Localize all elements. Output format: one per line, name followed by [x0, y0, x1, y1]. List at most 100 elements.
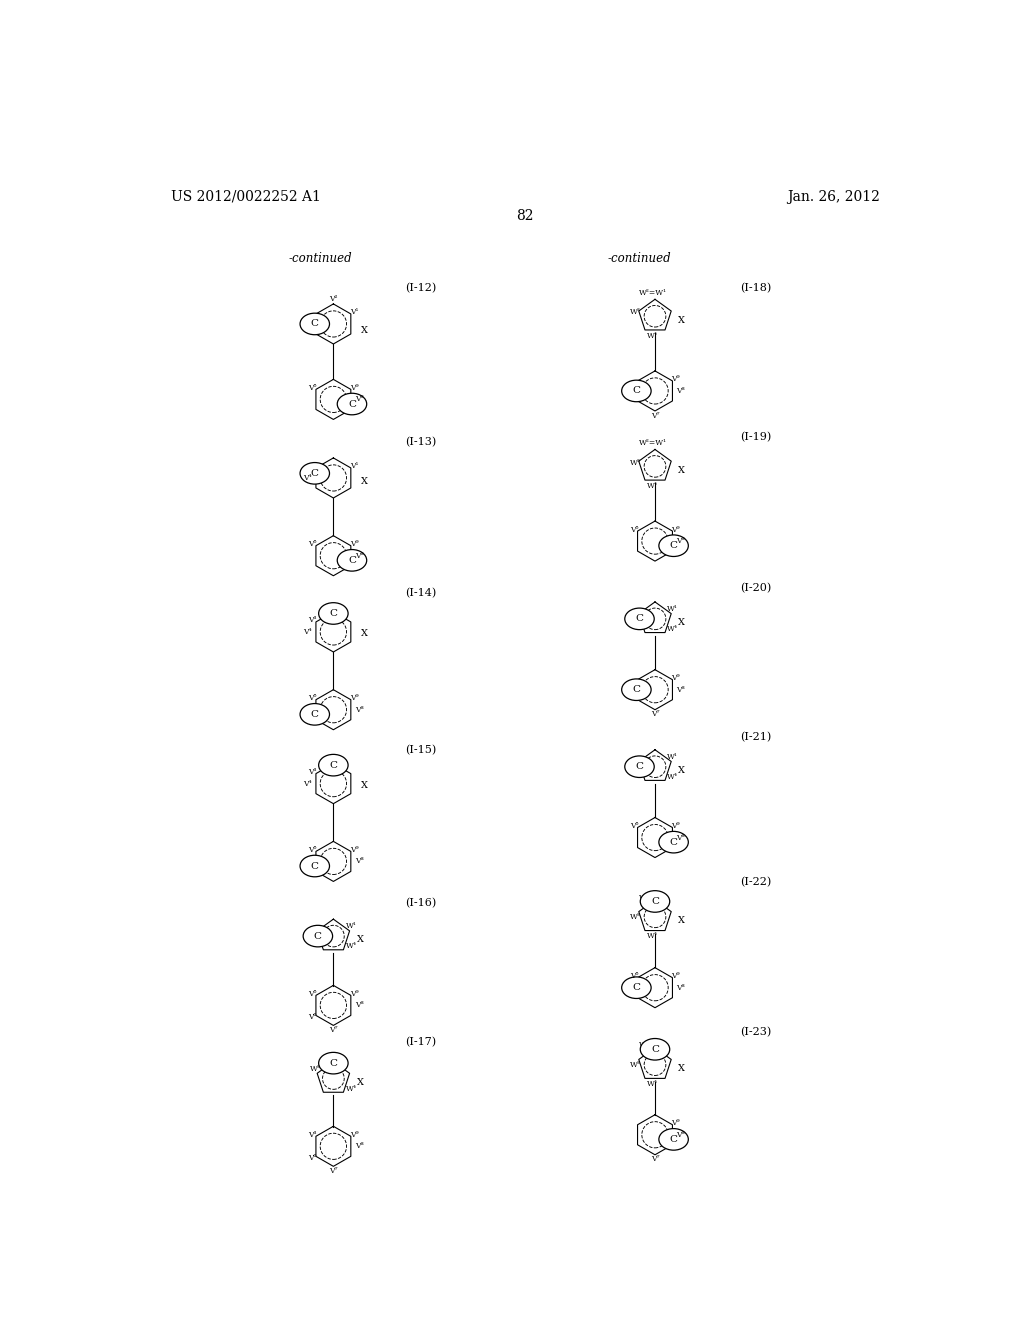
Ellipse shape — [622, 380, 651, 401]
Text: W⁴: W⁴ — [346, 942, 356, 950]
Text: W⁴: W⁴ — [346, 1085, 356, 1093]
Text: Jan. 26, 2012: Jan. 26, 2012 — [786, 190, 880, 203]
Text: X: X — [678, 618, 685, 627]
Text: W¹: W¹ — [668, 752, 678, 760]
Text: V⁸: V⁸ — [354, 552, 364, 560]
Text: W²=W¹: W²=W¹ — [639, 289, 668, 297]
Ellipse shape — [622, 977, 651, 998]
Text: V⁵: V⁵ — [308, 540, 317, 548]
Text: (I-14): (I-14) — [406, 589, 436, 598]
Text: V²: V² — [329, 296, 338, 304]
Ellipse shape — [658, 1129, 688, 1150]
Text: V⁸: V⁸ — [354, 1002, 364, 1010]
Text: X: X — [678, 766, 685, 775]
Text: C: C — [636, 614, 643, 623]
Text: X: X — [361, 780, 369, 789]
Text: C: C — [670, 838, 678, 846]
Ellipse shape — [300, 855, 330, 876]
Text: C: C — [310, 469, 318, 478]
Ellipse shape — [318, 1052, 348, 1074]
Text: C: C — [348, 400, 356, 408]
Text: C: C — [330, 760, 337, 770]
Text: V⁸: V⁸ — [354, 396, 364, 404]
Text: W⁴: W⁴ — [668, 624, 678, 632]
Text: V⁹: V⁹ — [349, 1131, 358, 1139]
Text: V⁷: V⁷ — [650, 1155, 659, 1163]
Text: (I-12): (I-12) — [406, 282, 436, 293]
Text: V⁵: V⁵ — [308, 846, 317, 854]
Text: X: X — [361, 630, 369, 638]
Text: V⁵: V⁵ — [630, 822, 639, 830]
Text: V⁸: V⁸ — [676, 833, 685, 842]
Text: C: C — [348, 556, 356, 565]
Text: V⁹: V⁹ — [349, 384, 358, 392]
Text: V⁹: V⁹ — [349, 990, 358, 998]
Text: V⁹: V⁹ — [672, 525, 680, 533]
Text: C: C — [633, 983, 640, 993]
Text: W⁴: W⁴ — [647, 932, 658, 940]
Text: V¹: V¹ — [349, 309, 358, 317]
Ellipse shape — [318, 755, 348, 776]
Text: V⁹: V⁹ — [672, 1119, 680, 1127]
Text: V⁸: V⁸ — [676, 685, 685, 694]
Ellipse shape — [640, 1039, 670, 1060]
Text: W¹: W¹ — [346, 923, 356, 931]
Text: V⁹: V⁹ — [349, 540, 358, 548]
Text: X: X — [678, 916, 685, 925]
Text: W³: W³ — [630, 913, 641, 921]
Text: V⁸: V⁸ — [354, 706, 364, 714]
Text: V⁸: V⁸ — [676, 537, 685, 545]
Text: -continued: -continued — [289, 252, 352, 265]
Text: V⁷: V⁷ — [650, 412, 659, 420]
Text: V⁹: V⁹ — [672, 822, 680, 830]
Text: 82: 82 — [516, 209, 534, 223]
Text: X: X — [361, 477, 369, 486]
Text: X: X — [361, 326, 369, 334]
Text: V⁷: V⁷ — [329, 1026, 338, 1034]
Ellipse shape — [300, 704, 330, 725]
Text: V⁹: V⁹ — [672, 375, 680, 383]
Text: V⁸: V⁸ — [676, 1131, 685, 1139]
Text: X: X — [356, 1078, 364, 1086]
Text: W²=W¹: W²=W¹ — [639, 440, 668, 447]
Text: C: C — [633, 387, 640, 396]
Ellipse shape — [625, 609, 654, 630]
Text: W³: W³ — [630, 459, 641, 467]
Text: W³: W³ — [630, 1061, 641, 1069]
Ellipse shape — [318, 603, 348, 624]
Text: V⁴: V⁴ — [303, 628, 312, 636]
Text: C: C — [651, 898, 659, 906]
Text: -continued: -continued — [607, 252, 672, 265]
Text: C: C — [636, 762, 643, 771]
Text: X: X — [678, 466, 685, 475]
Text: X: X — [678, 1064, 685, 1073]
Text: V⁵: V⁵ — [630, 972, 639, 981]
Text: C: C — [670, 541, 678, 550]
Text: (I-23): (I-23) — [740, 1027, 771, 1038]
Text: C: C — [314, 932, 322, 941]
Text: (I-13): (I-13) — [406, 437, 436, 447]
Text: C: C — [310, 710, 318, 719]
Text: C: C — [330, 1059, 337, 1068]
Text: V⁸: V⁸ — [354, 858, 364, 866]
Text: V⁴: V⁴ — [303, 780, 312, 788]
Text: V⁹: V⁹ — [349, 846, 358, 854]
Text: W⁴: W⁴ — [647, 331, 658, 339]
Text: X: X — [678, 315, 685, 325]
Text: C: C — [651, 1045, 659, 1053]
Text: V⁵: V⁵ — [308, 694, 317, 702]
Text: V⁵: V⁵ — [308, 990, 317, 998]
Ellipse shape — [337, 549, 367, 572]
Text: V⁵: V⁵ — [630, 525, 639, 533]
Text: W³: W³ — [310, 1064, 321, 1073]
Ellipse shape — [658, 832, 688, 853]
Text: (I-21): (I-21) — [740, 733, 771, 743]
Text: (I-17): (I-17) — [406, 1038, 436, 1048]
Text: V³: V³ — [308, 1131, 317, 1139]
Text: (I-22): (I-22) — [740, 876, 771, 887]
Text: V⁶: V⁶ — [308, 1154, 317, 1162]
Text: US 2012/0022252 A1: US 2012/0022252 A1 — [171, 190, 321, 203]
Text: (I-19): (I-19) — [740, 432, 771, 442]
Ellipse shape — [622, 678, 651, 701]
Text: (I-16): (I-16) — [406, 898, 436, 908]
